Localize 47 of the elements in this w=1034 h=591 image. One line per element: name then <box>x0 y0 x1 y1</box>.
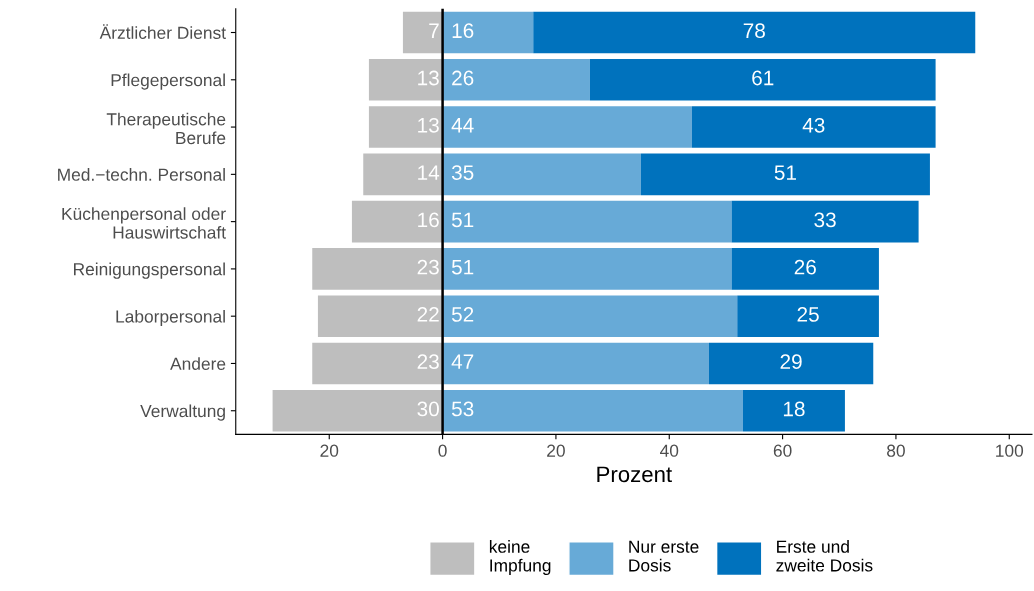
data-label: 78 <box>743 23 765 39</box>
data-label: 13 <box>418 117 439 133</box>
data-label: 51 <box>451 259 474 275</box>
data-label: 52 <box>451 307 474 322</box>
y-tick-label: Pflegepersonal <box>111 73 225 90</box>
x-tick-label: 20 <box>320 444 339 457</box>
legend-label: Erste und zweite Dosis <box>776 540 873 572</box>
data-label: 26 <box>452 70 474 86</box>
data-label: 26 <box>794 259 816 275</box>
x-axis-title: Prozent <box>597 466 672 483</box>
data-label: 13 <box>418 70 439 86</box>
data-label: 23 <box>417 259 439 275</box>
y-tick-label: Reinigungspersonal <box>74 262 225 279</box>
x-tick-label: 20 <box>547 444 565 457</box>
legend-label: Nur erste Dosis <box>629 540 699 572</box>
y-tick-label: Küchenpersonal oder Hauswirtschaft <box>62 207 226 239</box>
y-tick-label: Therapeutische Berufe <box>106 112 226 145</box>
data-label: 25 <box>797 307 819 322</box>
x-tick-label: 60 <box>773 444 792 457</box>
y-tick-label: Andere <box>170 357 226 370</box>
x-tick-label: 40 <box>660 444 679 457</box>
y-tick-label: Verwaltung <box>140 404 225 421</box>
data-label: 44 <box>451 118 474 133</box>
y-tick-label: Laborpersonal <box>116 309 225 327</box>
data-label: 43 <box>802 117 825 133</box>
x-tick-label: 0 <box>438 444 447 457</box>
data-label: 22 <box>417 307 439 322</box>
data-label: 7 <box>429 23 439 38</box>
data-label: 47 <box>451 354 474 369</box>
data-label: 16 <box>418 212 439 228</box>
data-label: 16 <box>452 23 474 39</box>
x-tick-label: 80 <box>887 444 905 457</box>
data-label: 51 <box>774 165 796 180</box>
data-label: 18 <box>783 401 805 417</box>
data-label: 14 <box>418 165 440 180</box>
data-label: 51 <box>451 212 474 228</box>
data-label: 61 <box>752 70 774 86</box>
y-tick-label: Ärztlicher Dienst <box>99 24 226 39</box>
data-label: 33 <box>814 212 836 228</box>
data-label: 29 <box>780 354 802 370</box>
data-label: 35 <box>451 165 474 180</box>
data-label: 30 <box>417 401 439 417</box>
data-label: 23 <box>417 354 439 370</box>
y-tick-label: Med.−techn. Personal <box>58 168 225 181</box>
legend-label: keine Impfung <box>489 540 551 575</box>
x-tick-label: 100 <box>996 444 1024 457</box>
data-label: 53 <box>451 401 474 417</box>
